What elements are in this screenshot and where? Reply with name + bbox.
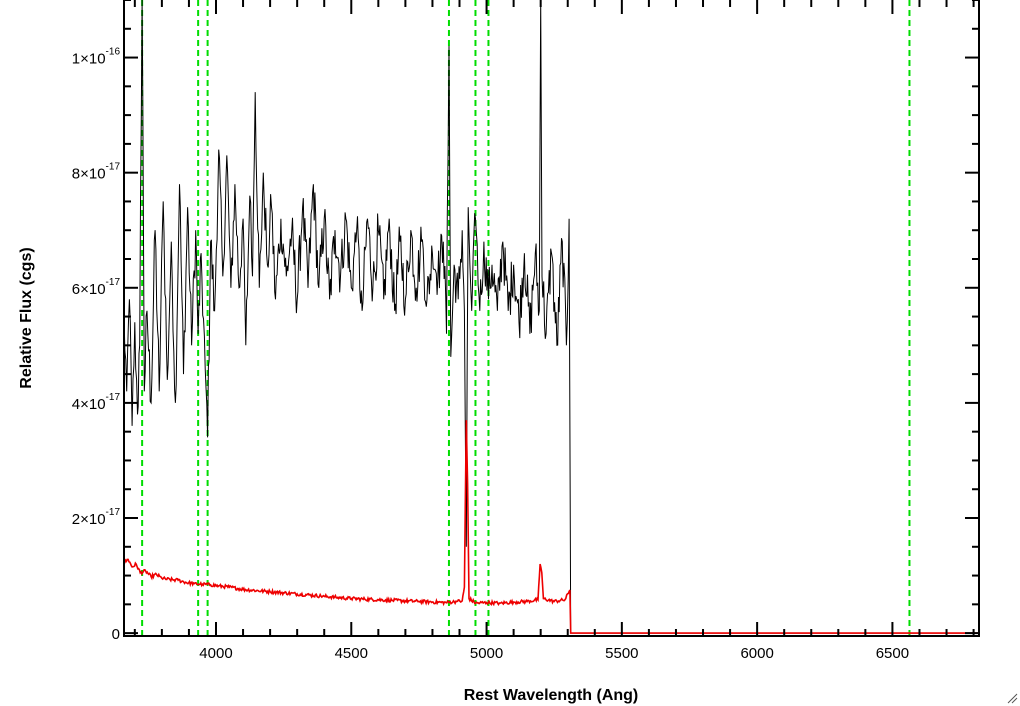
y-tick-label: 4×10-17 — [72, 392, 121, 413]
x-axis-title: Rest Wavelength (Ang) — [464, 687, 639, 704]
y-tick-labels: 0 2×10-17 4×10-17 6×10-17 8×10-17 1×10-16 — [72, 47, 121, 644]
vertical-marker-lines — [141, 0, 911, 636]
resize-grip-icon[interactable] — [1006, 692, 1018, 704]
x-tick-labels: 4000 4500 5000 5500 6000 6500 — [199, 645, 909, 662]
y-tick-label: 0 — [112, 626, 120, 643]
y-tick-label: 1×10-16 — [72, 47, 121, 68]
x-tick-label: 6000 — [740, 645, 773, 662]
plot-frame — [123, 0, 980, 637]
y-tick-label: 6×10-17 — [72, 277, 121, 298]
x-tick-label: 4500 — [335, 645, 368, 662]
y-tick-label: 8×10-17 — [72, 162, 121, 183]
series-line-1 — [123, 420, 979, 634]
x-tick-label: 6500 — [876, 645, 909, 662]
axis-ticks — [124, 0, 979, 636]
series-line-0 — [123, 0, 979, 634]
y-tick-label: 2×10-17 — [72, 507, 121, 528]
x-tick-label: 4000 — [199, 645, 232, 662]
series-layer — [123, 0, 979, 634]
y-axis-title: Relative Flux (cgs) — [18, 247, 35, 388]
x-tick-label: 5000 — [470, 645, 503, 662]
x-tick-label: 5500 — [605, 645, 638, 662]
